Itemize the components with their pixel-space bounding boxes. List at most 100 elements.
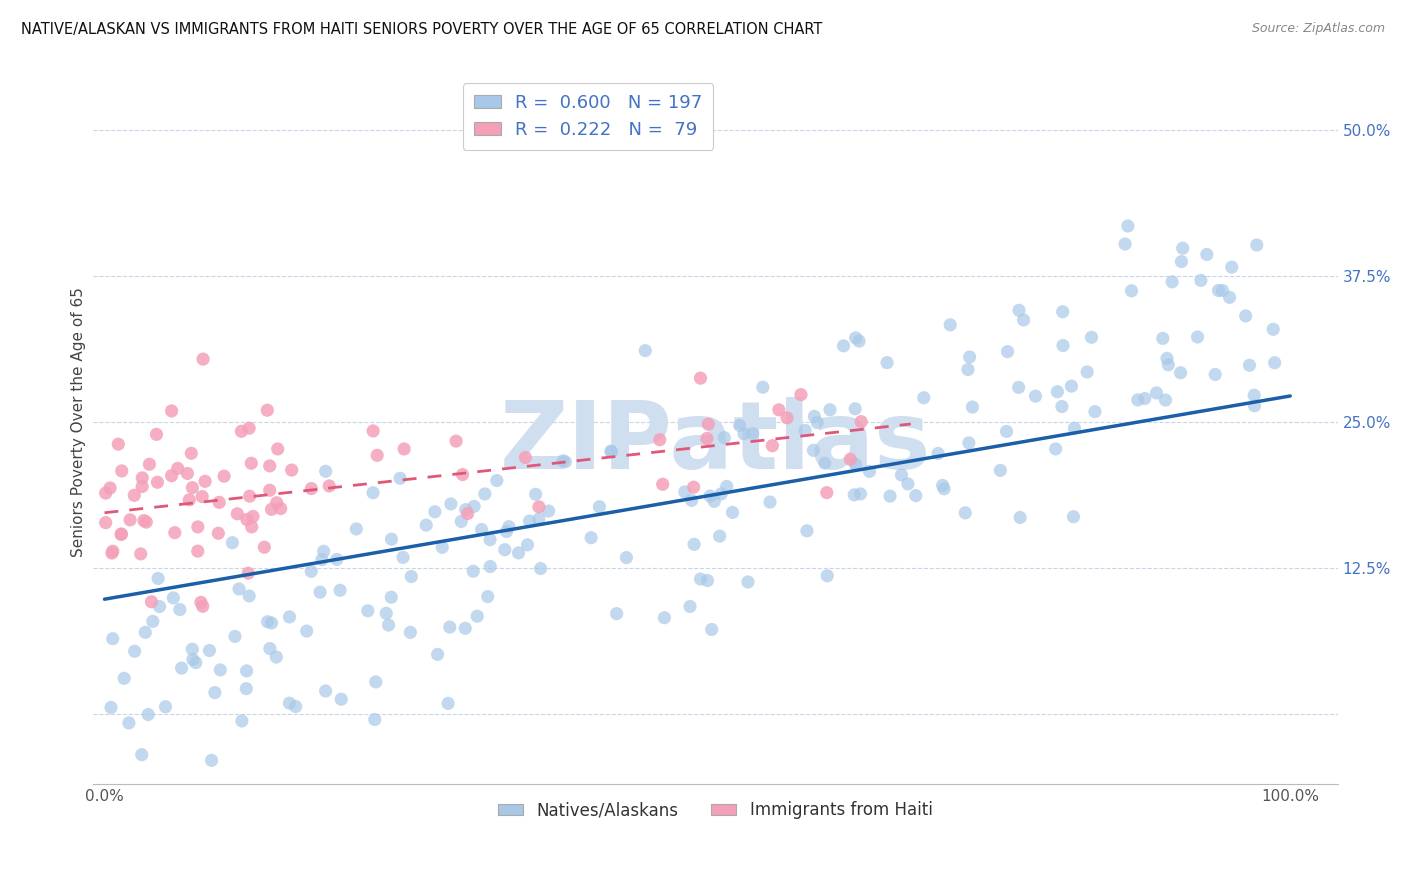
Point — [776, 410, 799, 425]
Point — [768, 402, 790, 417]
Point — [1234, 309, 1257, 323]
Point — [1116, 219, 1139, 233]
Point — [131, 747, 153, 762]
Point — [224, 629, 246, 643]
Text: ZIPatlas: ZIPatlas — [499, 398, 931, 490]
Point — [858, 464, 880, 478]
Point — [912, 391, 935, 405]
Point — [1211, 284, 1233, 298]
Point — [266, 650, 288, 665]
Point — [1152, 331, 1174, 345]
Point — [280, 463, 302, 477]
Point — [146, 571, 169, 585]
Point — [654, 611, 676, 625]
Point — [208, 495, 231, 509]
Point — [190, 595, 212, 609]
Point — [728, 418, 751, 433]
Point — [463, 500, 485, 514]
Text: NATIVE/ALASKAN VS IMMIGRANTS FROM HAITI SENIORS POVERTY OVER THE AGE OF 65 CORRE: NATIVE/ALASKAN VS IMMIGRANTS FROM HAITI … — [21, 22, 823, 37]
Point — [181, 642, 204, 657]
Point — [1060, 379, 1083, 393]
Point — [716, 479, 738, 493]
Point — [101, 544, 124, 558]
Point — [361, 424, 384, 438]
Point — [832, 339, 855, 353]
Point — [1208, 284, 1230, 298]
Point — [118, 715, 141, 730]
Point — [240, 520, 263, 534]
Point — [721, 505, 744, 519]
Point — [191, 352, 214, 367]
Point — [181, 652, 204, 666]
Point — [1133, 392, 1156, 406]
Point — [689, 572, 711, 586]
Point — [790, 387, 813, 401]
Point — [876, 356, 898, 370]
Point — [696, 574, 718, 588]
Point — [516, 538, 538, 552]
Point — [124, 488, 146, 502]
Point — [848, 334, 870, 348]
Point — [679, 599, 702, 614]
Point — [198, 643, 221, 657]
Point — [1046, 384, 1069, 399]
Point — [377, 618, 399, 632]
Point — [311, 552, 333, 566]
Point — [1146, 385, 1168, 400]
Point — [927, 446, 949, 460]
Point — [845, 331, 868, 345]
Text: Source: ZipAtlas.com: Source: ZipAtlas.com — [1251, 22, 1385, 36]
Point — [401, 569, 423, 583]
Point — [474, 487, 496, 501]
Point — [326, 552, 349, 566]
Point — [839, 452, 862, 467]
Point — [844, 401, 866, 416]
Point — [454, 621, 477, 635]
Point — [1050, 400, 1073, 414]
Point — [94, 516, 117, 530]
Point — [600, 444, 623, 458]
Point — [1239, 359, 1261, 373]
Point — [260, 502, 283, 516]
Point — [537, 504, 560, 518]
Point — [176, 467, 198, 481]
Point — [1084, 405, 1107, 419]
Point — [454, 502, 477, 516]
Point — [1264, 356, 1286, 370]
Point — [312, 544, 335, 558]
Point — [295, 624, 318, 638]
Point — [957, 436, 980, 450]
Point — [235, 681, 257, 696]
Point — [100, 700, 122, 714]
Point — [1007, 380, 1029, 394]
Point — [519, 514, 541, 528]
Point — [228, 582, 250, 596]
Point — [803, 409, 825, 424]
Point — [703, 494, 725, 508]
Point — [733, 426, 755, 441]
Point — [1012, 313, 1035, 327]
Point — [1052, 338, 1074, 352]
Point — [170, 661, 193, 675]
Point — [138, 457, 160, 471]
Point — [709, 529, 731, 543]
Point — [107, 437, 129, 451]
Point — [527, 512, 550, 526]
Point — [155, 699, 177, 714]
Point — [1195, 247, 1218, 261]
Point — [160, 404, 183, 418]
Point — [651, 477, 673, 491]
Point — [226, 507, 249, 521]
Point — [527, 500, 550, 514]
Point — [437, 697, 460, 711]
Point — [697, 417, 720, 432]
Point — [315, 464, 337, 478]
Point — [1063, 421, 1085, 435]
Point — [699, 489, 721, 503]
Point — [145, 427, 167, 442]
Point — [231, 425, 253, 439]
Point — [239, 489, 262, 503]
Point — [120, 513, 142, 527]
Point — [256, 615, 278, 629]
Point — [187, 544, 209, 558]
